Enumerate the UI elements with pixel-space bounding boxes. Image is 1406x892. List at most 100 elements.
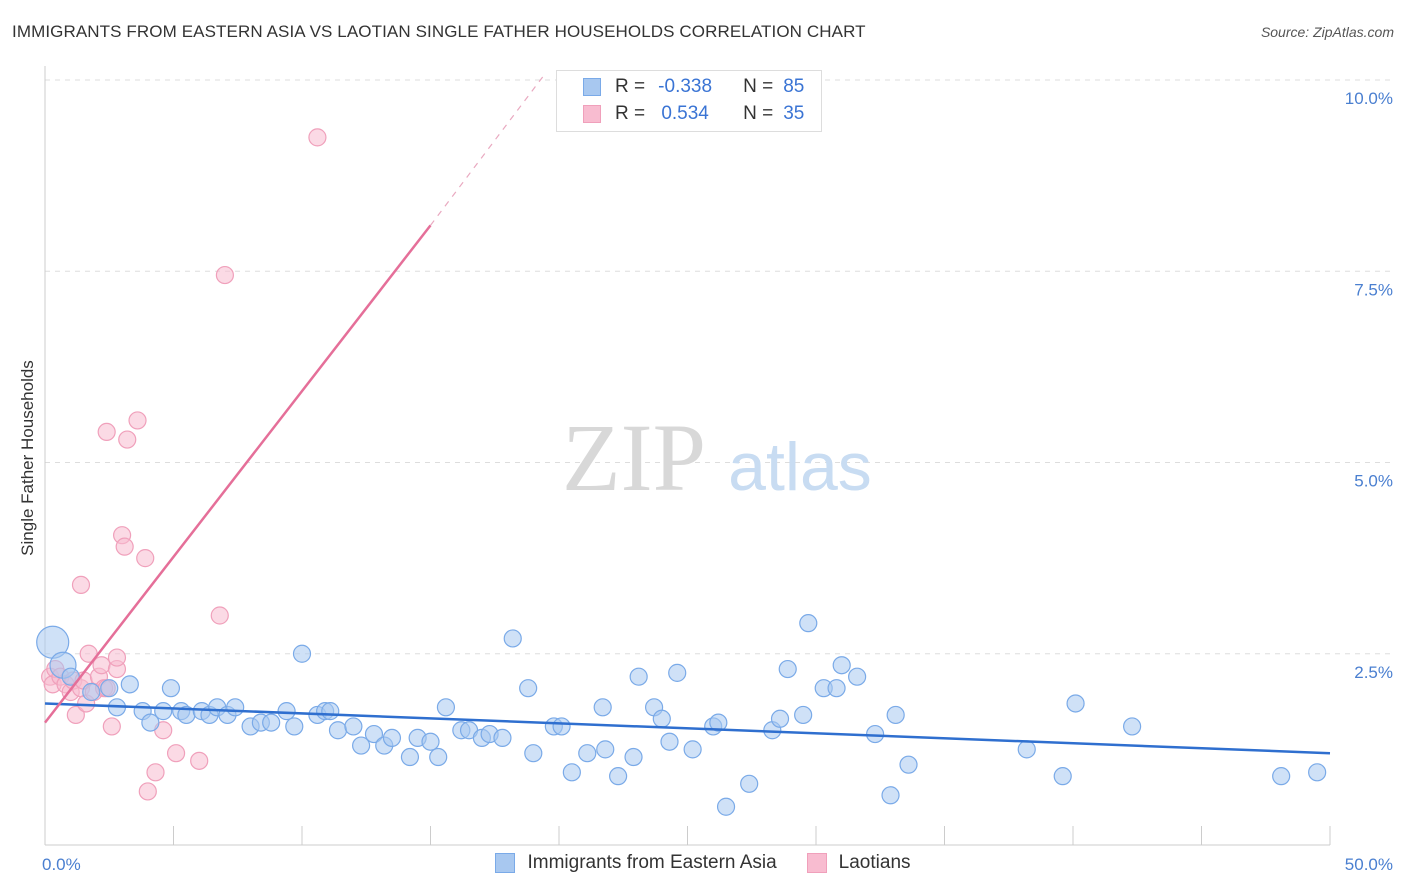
trend-lines [44,71,1331,755]
eastern-asia-point [519,679,538,698]
eastern-asia-point [866,724,885,744]
laotians-point [215,265,234,285]
eastern-asia-point [709,713,728,732]
y-tick-label: 2.5% [1354,663,1393,682]
legend-r-label: R = [615,76,646,97]
legend-n-blue: 85 [783,76,805,97]
eastern-asia-point [400,747,420,767]
eastern-asia-point [352,736,371,755]
eastern-asia-point [292,644,312,663]
legend-swatch-blue [583,78,601,96]
eastern-asia-point [609,767,628,786]
y-tick-label: 7.5% [1354,280,1393,299]
eastern-asia-point [120,675,139,694]
legend-item-laotians[interactable]: Laotians [806,852,911,874]
laotians-point [210,606,229,625]
legend-label-eastern-asia: Immigrants from Eastern Asia [527,852,777,873]
watermark-atlas: atlas [728,429,872,505]
legend-r-pink: 0.534 [661,103,709,124]
eastern-asia-point [503,629,522,648]
eastern-asia-trend-line [44,702,1331,755]
eastern-asia-point [429,747,448,767]
eastern-asia-point [683,740,702,759]
eastern-asia-points [36,614,1327,816]
eastern-asia-point [899,755,918,774]
laotians-point [128,411,147,430]
eastern-asia-point [277,702,296,721]
eastern-asia-point [1123,717,1142,736]
eastern-asia-point [321,702,340,721]
eastern-asia-point [660,732,679,751]
x-tick-label: 50.0% [1345,855,1393,874]
laotians-point [138,782,157,801]
eastern-asia-point [382,728,402,748]
y-tick-label: 5.0% [1354,472,1393,491]
laotians-point [190,751,209,770]
laotians-point [166,744,186,763]
laotians-point [308,128,327,147]
eastern-asia-point [161,679,181,698]
legend-item-eastern-asia[interactable]: Immigrants from Eastern Asia [495,852,777,874]
laotians-point [136,549,155,568]
eastern-asia-point [141,713,160,732]
laotians-point [115,537,134,556]
legend-swatch-eastern-asia [495,853,516,873]
x-tick-label: 0.0% [42,855,81,874]
eastern-asia-point [285,717,304,736]
eastern-asia-point [770,709,790,728]
watermark: ZIP atlas [562,404,872,511]
laotians-trend-extension [430,71,547,226]
laotians-points [41,128,327,801]
eastern-asia-point [1272,767,1291,786]
eastern-asia-point [652,709,671,728]
laotians-point [146,763,165,782]
eastern-asia-point [493,728,512,748]
eastern-asia-point [596,740,615,759]
legend-n-label: N = [743,76,774,97]
gridlines [45,79,1392,655]
legend-n-label: N = [743,103,774,124]
tick-labels: 2.5% 5.0% 7.5% 10.0% 0.0% 50.0% [42,89,1393,874]
laotians-point [97,422,116,441]
y-tick-label: 10.0% [1345,89,1393,108]
watermark-zip: ZIP [562,404,706,511]
legend-row-pink: R = 0.534 N = 35 [583,102,804,126]
eastern-asia-point [740,774,759,793]
legend-row-blue: R = -0.338 N = 85 [583,75,804,99]
eastern-asia-point [593,698,612,717]
eastern-asia-point [881,786,900,805]
eastern-asia-point [82,682,101,702]
legend-n-pink: 35 [783,103,805,124]
eastern-asia-point [668,663,687,682]
laotians-point [71,575,91,595]
eastern-asia-point [578,744,597,763]
source-label: Source: ZipAtlas.com [1260,24,1394,40]
eastern-asia-point [1066,694,1085,713]
legend-r-label: R = [615,103,646,124]
eastern-asia-point [832,656,851,675]
laotians-point [102,717,121,736]
eastern-asia-point [1308,763,1327,782]
eastern-asia-point [436,698,456,717]
eastern-asia-point [226,698,245,717]
laotians-trend-line [44,224,432,724]
eastern-asia-point [1053,767,1072,786]
eastern-asia-point [100,679,119,698]
eastern-asia-point [262,713,281,732]
legend-label-laotians: Laotians [838,852,911,873]
stats-legend: R = -0.338 N = 85 R = 0.534 N = 35 [556,70,822,132]
legend-r-blue: -0.338 [658,76,713,97]
eastern-asia-point [1017,740,1036,759]
eastern-asia-point [848,667,867,686]
legend-swatch-laotians [806,853,827,873]
eastern-asia-point [154,702,173,721]
eastern-asia-point [421,732,440,751]
chart-title: IMMIGRANTS FROM EASTERN ASIA VS LAOTIAN … [12,22,866,41]
laotians-point [107,648,127,667]
series-legend: Immigrants from Eastern Asia Laotians [0,852,1406,874]
eastern-asia-point [328,721,348,740]
eastern-asia-point [794,705,813,725]
eastern-asia-point [778,659,797,679]
eastern-asia-point [886,705,905,725]
eastern-asia-point [562,763,581,782]
